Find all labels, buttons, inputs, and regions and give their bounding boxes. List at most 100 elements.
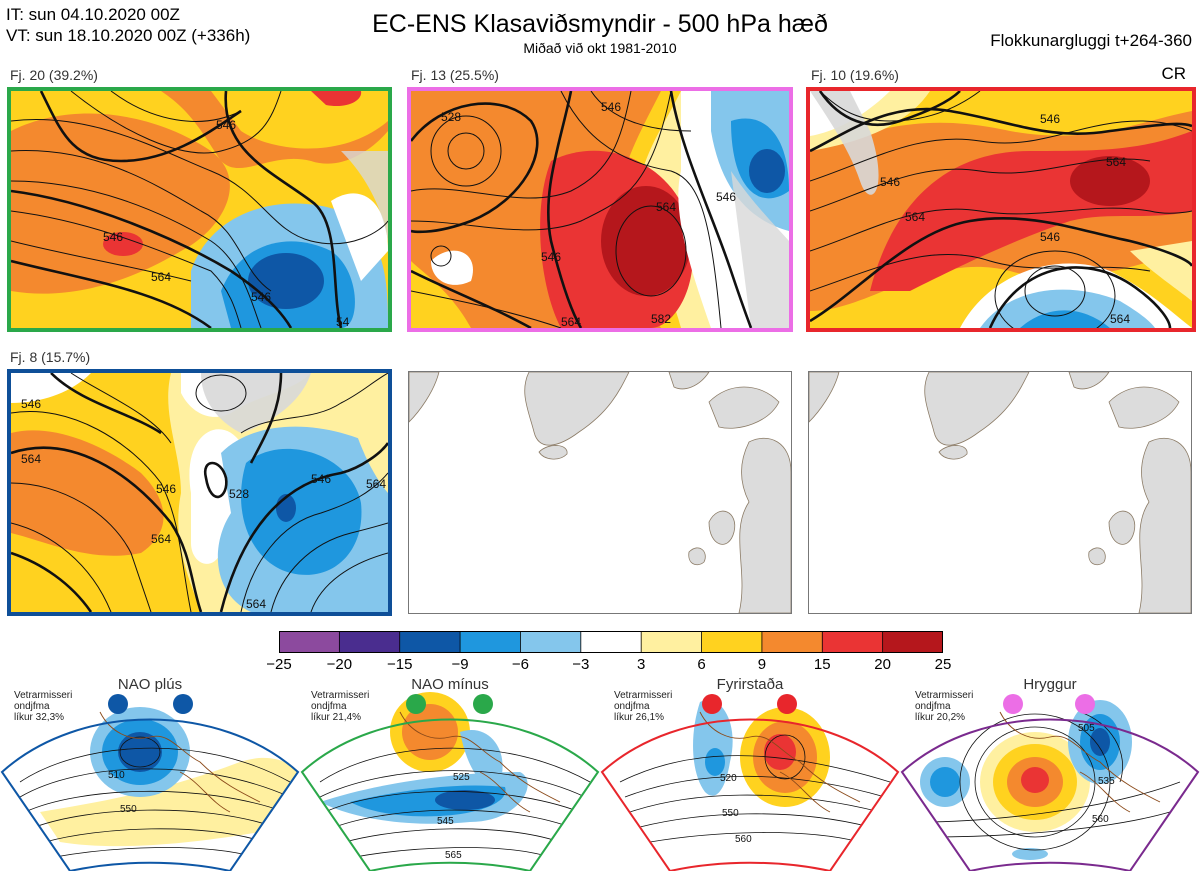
- p1-contour-label: 546: [103, 230, 123, 244]
- p2-contour-label: 582: [651, 312, 671, 326]
- colorbar: [278, 630, 944, 658]
- p3-contour-label: 564: [905, 210, 925, 224]
- regime-3-contour-label: 550: [722, 808, 739, 819]
- regime-2-contour-label: 525: [453, 772, 470, 783]
- colorbar-cell: [701, 630, 763, 654]
- regime-row: 510 550 525 545 565 520 550 560 505 535 …: [0, 672, 1200, 873]
- empty-map-5: [408, 371, 792, 614]
- p2-contour-label: 546: [716, 190, 736, 204]
- cr-label: CR: [1161, 64, 1186, 83]
- colorbar-tick-label: 15: [813, 656, 831, 673]
- regime-4-contour-label: 535: [1098, 776, 1115, 787]
- regime-1-marker-left: [108, 694, 128, 714]
- regime-1-contour-label: 550: [120, 804, 137, 815]
- p1-contour-label: 54: [336, 315, 350, 328]
- p4-contour-label: 564: [246, 597, 266, 611]
- colorbar-cell: [459, 630, 522, 654]
- regime-2-marker-left: [406, 694, 426, 714]
- colorbar-cell: [761, 630, 824, 654]
- regime-4-contour-label: 505: [1078, 723, 1095, 734]
- p3-contour-label: 564: [1110, 312, 1130, 326]
- cluster-map-4-svg: 546 564 546 564 528 546 564 564: [11, 373, 388, 612]
- p1-contour-label: 546: [216, 118, 236, 132]
- cluster-map-2: 528 546 564 546 546 564 582: [407, 87, 793, 332]
- regime-1-marker-right: [173, 694, 193, 714]
- regime-3-frame: [600, 718, 900, 873]
- header-times: IT: sun 04.10.2020 00Z VT: sun 18.10.202…: [6, 4, 250, 46]
- regime-1-title: NAO plús: [117, 676, 183, 693]
- regime-3-contour-label: 560: [735, 834, 752, 845]
- regime-3-marker-right: [777, 694, 797, 714]
- p3-contour-label: 546: [1040, 112, 1060, 126]
- p3-contour-label: 546: [880, 175, 900, 189]
- p2-contour-label: 564: [561, 315, 581, 328]
- regime-3-marker-left: [702, 694, 722, 714]
- regime-4-note-line: ondjfma: [915, 701, 951, 712]
- p2-contour-label: 528: [441, 110, 461, 124]
- empty-map-6-svg: [809, 372, 1191, 613]
- colorbar-tick-label: −3: [572, 656, 590, 673]
- empty-map-6: [808, 371, 1192, 614]
- regime-3-title: Fyrirstaða: [716, 676, 784, 693]
- panel-4-label: Fj. 8 (15.7%): [10, 349, 91, 365]
- panel-3-label: Fj. 10 (19.6%): [811, 67, 899, 83]
- colorbar-tick-label: 3: [637, 656, 646, 673]
- regime-2-frame: [300, 718, 600, 873]
- colorbar-tick-label: −20: [326, 656, 353, 673]
- page-title: EC-ENS Klasaviðsmyndir - 500 hPa hæð: [372, 10, 828, 38]
- regime-3-note-line: Vetrarmisseri: [614, 690, 673, 701]
- p1-contour-label: 564: [151, 270, 171, 284]
- p2-contour-label: 546: [601, 100, 621, 114]
- regime-3-note-line: líkur 26,1%: [614, 712, 665, 723]
- page-subtitle: Miðað við okt 1981-2010: [523, 40, 677, 56]
- cluster-map-4: 546 564 546 564 528 546 564 564: [7, 369, 392, 616]
- regime-2-contour-label: 565: [445, 850, 462, 861]
- colorbar-cell: [399, 630, 461, 654]
- p4-contour-label: 528: [229, 487, 249, 501]
- empty-map-5-svg: [409, 372, 791, 613]
- regime-4-note: Vetrarmisseri ondjfma líkur 20,2%: [915, 690, 973, 723]
- colorbar-tick-label: −25: [266, 656, 292, 673]
- regime-1-note-line: Vetrarmisseri: [14, 690, 73, 701]
- colorbar-cell: [580, 630, 643, 654]
- colorbar-tick-label: −15: [386, 656, 413, 673]
- regime-2-note-line: Vetrarmisseri: [311, 690, 370, 701]
- regime-3-contour-label: 520: [720, 773, 737, 784]
- cluster-map-1-svg: 546 546 564 546 54: [11, 91, 388, 328]
- regime-4-contour-label: 560: [1092, 814, 1109, 825]
- regime-4-note-line: Vetrarmisseri: [915, 690, 974, 701]
- colorbar-cell: [640, 630, 703, 654]
- p1-contour-label: 546: [251, 290, 271, 304]
- colorbar-cell: [338, 630, 401, 654]
- colorbar-cell: [278, 630, 341, 654]
- panel-1-label: Fj. 20 (39.2%): [10, 67, 98, 83]
- cluster-map-2-svg: 528 546 564 546 546 564 582: [411, 91, 789, 328]
- colorbar-tick-label: 20: [874, 656, 891, 673]
- panel-2-label: Fj. 13 (25.5%): [411, 67, 499, 83]
- regime-3-map: [619, 700, 891, 843]
- regime-4-title: Hryggur: [1023, 676, 1077, 693]
- p4-contour-label: 546: [21, 397, 41, 411]
- colorbar-tick-label: 9: [757, 656, 767, 673]
- colorbar-tick-label: −9: [451, 656, 469, 673]
- regime-4-marker-right: [1075, 694, 1095, 714]
- colorbar-cell: [520, 630, 582, 654]
- p4-contour-label: 564: [151, 532, 171, 546]
- p2-contour-label: 564: [656, 200, 676, 214]
- regime-4-map: [919, 700, 1181, 860]
- colorbar-tick-label: 25: [934, 656, 952, 673]
- regime-1-note: Vetrarmisseri ondjfma líkur 32,3%: [14, 690, 72, 723]
- p3-contour-label: 564: [1106, 155, 1126, 169]
- regime-4-frame: [900, 718, 1200, 873]
- regime-2-title: NAO mínus: [411, 676, 489, 693]
- cluster-map-3: 546 546 564 564 546 564: [806, 87, 1196, 332]
- regime-2-note-line: líkur 21,4%: [311, 712, 362, 723]
- p2-contour-label: 546: [541, 250, 561, 264]
- regime-1-contour-label: 510: [108, 770, 125, 781]
- regime-1-note-line: líkur 32,3%: [14, 712, 65, 723]
- regime-1-note-line: ondjfma: [14, 701, 50, 712]
- regime-2-note: Vetrarmisseri ondjfma líkur 21,4%: [311, 690, 369, 723]
- p4-contour-label: 546: [156, 482, 176, 496]
- colorbar-tick-label: −6: [511, 656, 529, 673]
- p4-contour-label: 564: [366, 477, 386, 491]
